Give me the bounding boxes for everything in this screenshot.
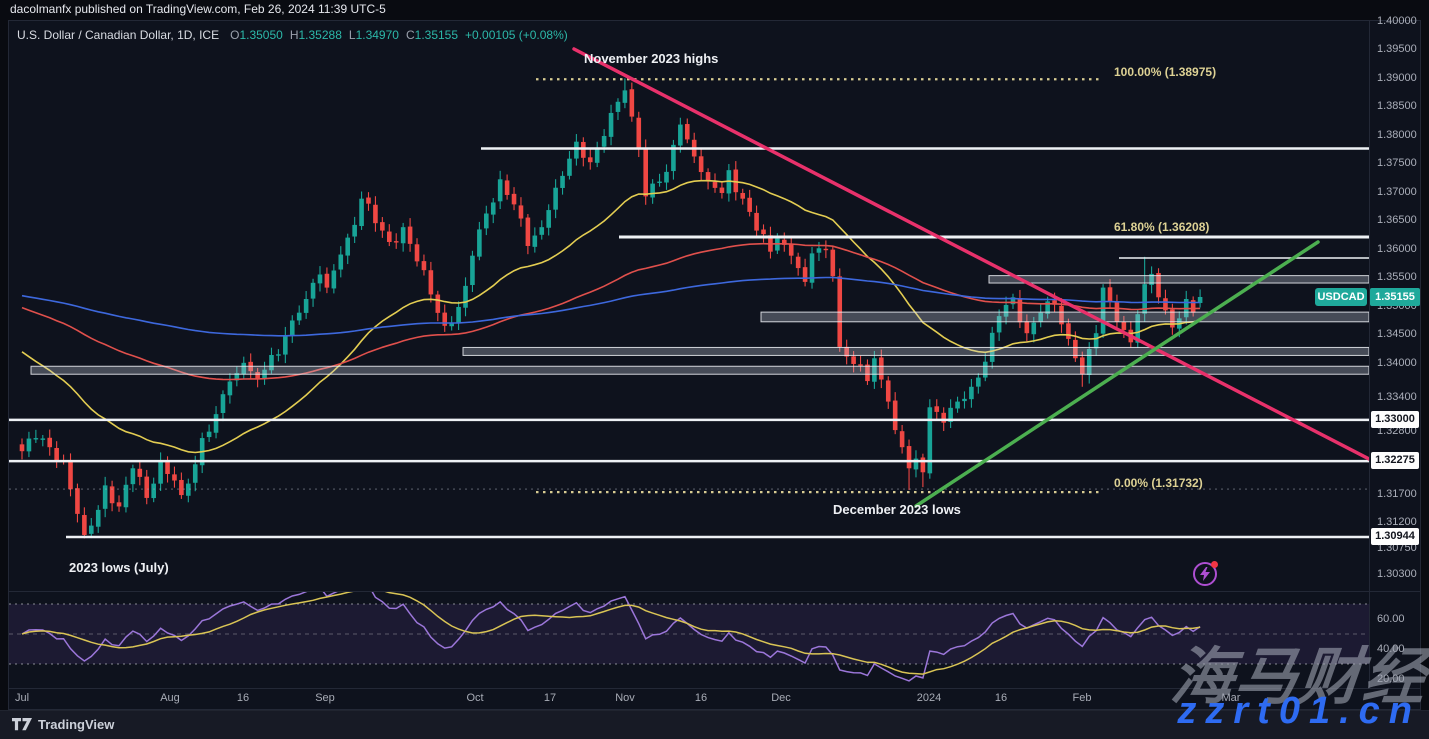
price-tick: 1.36500 — [1377, 214, 1417, 227]
rsi-tick: 40.00 — [1377, 643, 1405, 655]
high-value: 1.35288 — [298, 28, 342, 42]
price-tick: 1.30300 — [1377, 567, 1417, 580]
pane-separator[interactable] — [9, 591, 1420, 592]
price-chart-canvas[interactable] — [9, 21, 1369, 711]
chart-annotation: December 2023 lows — [833, 502, 961, 517]
symbol-tag-label: USDCAD — [1317, 291, 1365, 303]
footer-bar: TradingView — [0, 710, 1429, 739]
price-tick: 1.37500 — [1377, 157, 1417, 170]
fib-level-label: 100.00% (1.38975) — [1114, 65, 1217, 79]
publish-bar: dacolmanfx published on TradingView.com,… — [0, 0, 1429, 20]
open-value: 1.35050 — [239, 28, 283, 42]
price-tick: 1.36000 — [1377, 242, 1417, 255]
price-tick: 1.34500 — [1377, 328, 1417, 341]
low-value: 1.34970 — [355, 28, 399, 42]
rsi-tick: 20.00 — [1377, 673, 1405, 685]
time-tick-Oct: Oct — [466, 692, 484, 704]
time-tick-17: 17 — [543, 692, 557, 704]
downtrend-line — [572, 47, 1369, 461]
time-tick-Aug: Aug — [160, 692, 180, 704]
close-label: C — [405, 28, 415, 42]
chart-widget: U.S. Dollar / Canadian Dollar, 1D, ICE O1… — [8, 15, 1421, 711]
price-tick: 1.35500 — [1377, 271, 1417, 284]
zone-1.3387 — [30, 365, 1369, 375]
notification-dot — [1211, 561, 1218, 568]
tradingview-logo-icon — [12, 718, 32, 731]
zone-1.3480 — [760, 311, 1369, 323]
time-tick-Dec: Dec — [771, 692, 791, 704]
price-tick: 1.34000 — [1377, 356, 1417, 369]
price-tick: 1.30750 — [1377, 542, 1417, 555]
uptrend-line — [914, 240, 1320, 508]
fib-level-label: 61.80% (1.36208) — [1114, 220, 1210, 234]
time-tick-Mar: Mar — [1221, 692, 1241, 704]
time-tick-2024: 2024 — [916, 692, 942, 704]
open-label: O — [230, 28, 240, 42]
time-tick-16: 16 — [236, 692, 250, 704]
price-tick: 1.38500 — [1377, 100, 1417, 113]
symbol-title: U.S. Dollar / Canadian Dollar, 1D, ICE — [17, 28, 220, 42]
current-price-label: 1.35155 — [1370, 288, 1420, 306]
price-zones — [30, 275, 1369, 375]
price-tick: 1.38000 — [1377, 128, 1417, 141]
time-tick-16: 16 — [994, 692, 1008, 704]
chart-annotation: November 2023 highs — [584, 51, 719, 66]
price-tick: 1.33400 — [1377, 391, 1417, 404]
time-tick-Jul: Jul — [14, 692, 30, 704]
ma-slow-blue — [21, 276, 1201, 337]
price-tick: 1.39000 — [1377, 71, 1417, 84]
rsi-ma-line — [21, 592, 1201, 675]
price-tick: 1.39500 — [1377, 43, 1417, 56]
time-axis-separator — [9, 688, 1420, 689]
price-level-label: 1.33000 — [1371, 410, 1419, 428]
zone-1.3546 — [988, 275, 1369, 284]
price-axis[interactable]: 1.40000 1.39500 1.39000 1.38500 1.38000 1.375… — [1369, 15, 1421, 688]
watermark-url: zzrt01.cn — [1177, 690, 1421, 732]
lightning-icon — [1200, 567, 1210, 581]
symbol-legend: U.S. Dollar / Canadian Dollar, 1D, ICE O1… — [17, 28, 568, 42]
price-tick: 1.31200 — [1377, 516, 1417, 529]
time-tick-Sep: Sep — [315, 692, 335, 704]
publish-text: dacolmanfx published on TradingView.com,… — [10, 2, 386, 16]
price-level-label: 1.32275 — [1371, 452, 1419, 470]
low-label: L — [348, 28, 356, 42]
close-value: 1.35155 — [414, 28, 459, 42]
chart-annotation: 2023 lows (July) — [69, 560, 169, 575]
ma-mid-red — [21, 242, 1201, 381]
tradingview-logo[interactable]: TradingView — [12, 717, 114, 732]
zone-1.3420 — [462, 346, 1369, 356]
price-tick: 1.40000 — [1377, 14, 1417, 27]
rsi-pane — [9, 592, 1369, 682]
fib-level-label: 0.00% (1.31732) — [1114, 476, 1203, 490]
price-tick: 1.31700 — [1377, 487, 1417, 500]
time-tick-16: 16 — [694, 692, 708, 704]
fib-retracement — [536, 78, 1101, 494]
price-tick: 1.37000 — [1377, 185, 1417, 198]
time-axis[interactable]: Jul Aug 16 Sep Oct 17 Nov 16 Dec 2024 16 Feb Mar — [9, 688, 1369, 710]
sr-lines — [9, 147, 1369, 539]
time-tick-Feb: Feb — [1072, 692, 1092, 704]
change-value: +0.00105 (+0.08%) — [465, 28, 568, 42]
high-label: H — [289, 28, 299, 42]
price-tick: 1.32800 — [1377, 425, 1417, 438]
rsi-line — [21, 592, 1201, 682]
trendlines — [572, 47, 1369, 508]
rsi-tick: 60.00 — [1377, 613, 1405, 625]
time-tick-Nov: Nov — [615, 692, 635, 704]
price-level-label: 1.30944 — [1371, 528, 1419, 546]
tradingview-brand-text: TradingView — [38, 717, 115, 732]
symbol-price-tag: USDCAD — [1315, 288, 1367, 306]
ideas-flash-button[interactable] — [1193, 561, 1218, 586]
